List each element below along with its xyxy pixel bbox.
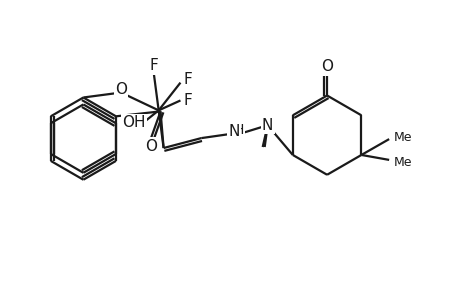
Text: N: N <box>261 118 273 133</box>
Text: N: N <box>228 124 239 139</box>
Text: Me: Me <box>393 156 411 170</box>
Text: O: O <box>115 82 127 97</box>
Text: F: F <box>149 58 158 73</box>
Text: H: H <box>233 123 244 137</box>
Text: OH: OH <box>122 115 146 130</box>
Text: Me: Me <box>393 130 411 144</box>
Text: F: F <box>183 93 191 108</box>
Text: O: O <box>320 59 332 74</box>
Text: F: F <box>183 72 191 87</box>
Text: O: O <box>144 139 157 154</box>
